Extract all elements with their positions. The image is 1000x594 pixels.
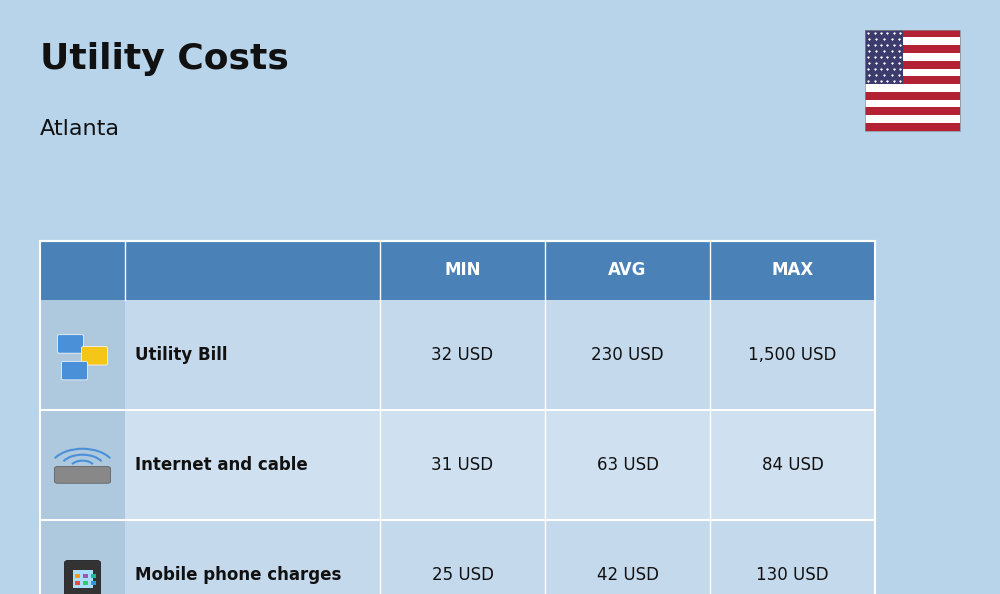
Bar: [865, 123, 960, 131]
Bar: [40, 520, 125, 594]
Bar: [865, 30, 960, 131]
Bar: [865, 68, 960, 76]
Text: 84 USD: 84 USD: [762, 456, 823, 474]
Text: 230 USD: 230 USD: [591, 346, 664, 364]
Bar: [865, 37, 960, 45]
Text: MAX: MAX: [771, 261, 814, 279]
Text: 31 USD: 31 USD: [431, 456, 494, 474]
Bar: [865, 76, 960, 84]
Bar: [865, 108, 960, 115]
Text: MIN: MIN: [444, 261, 481, 279]
Bar: [865, 84, 960, 92]
Bar: [865, 53, 960, 61]
Bar: [40, 520, 875, 594]
Bar: [40, 300, 875, 410]
Bar: [865, 45, 960, 53]
FancyBboxPatch shape: [54, 467, 110, 484]
Text: 42 USD: 42 USD: [597, 565, 659, 584]
Bar: [75, 574, 80, 578]
FancyBboxPatch shape: [62, 361, 88, 380]
Bar: [865, 30, 960, 37]
Text: Mobile phone charges: Mobile phone charges: [135, 565, 341, 584]
Bar: [40, 300, 125, 410]
Bar: [40, 241, 875, 594]
Text: 25 USD: 25 USD: [432, 565, 494, 584]
Bar: [865, 92, 960, 100]
Bar: [83, 574, 88, 578]
Bar: [75, 581, 80, 585]
Bar: [83, 581, 88, 585]
Bar: [91, 574, 96, 578]
FancyBboxPatch shape: [64, 561, 100, 594]
Text: 1,500 USD: 1,500 USD: [748, 346, 837, 364]
Text: AVG: AVG: [608, 261, 647, 279]
Text: 130 USD: 130 USD: [756, 565, 829, 584]
Bar: [865, 30, 903, 84]
Text: Internet and cable: Internet and cable: [135, 456, 308, 474]
FancyBboxPatch shape: [58, 335, 84, 353]
Bar: [73, 570, 93, 587]
Text: 63 USD: 63 USD: [597, 456, 659, 474]
FancyBboxPatch shape: [82, 347, 108, 365]
Bar: [40, 410, 125, 520]
Text: 32 USD: 32 USD: [431, 346, 494, 364]
Text: Utility Costs: Utility Costs: [40, 42, 289, 75]
Bar: [865, 61, 960, 68]
Text: Atlanta: Atlanta: [40, 119, 120, 139]
Bar: [865, 115, 960, 123]
Bar: [865, 100, 960, 108]
Bar: [40, 410, 875, 520]
Bar: [40, 241, 875, 300]
Bar: [91, 581, 96, 585]
Text: Utility Bill: Utility Bill: [135, 346, 228, 364]
